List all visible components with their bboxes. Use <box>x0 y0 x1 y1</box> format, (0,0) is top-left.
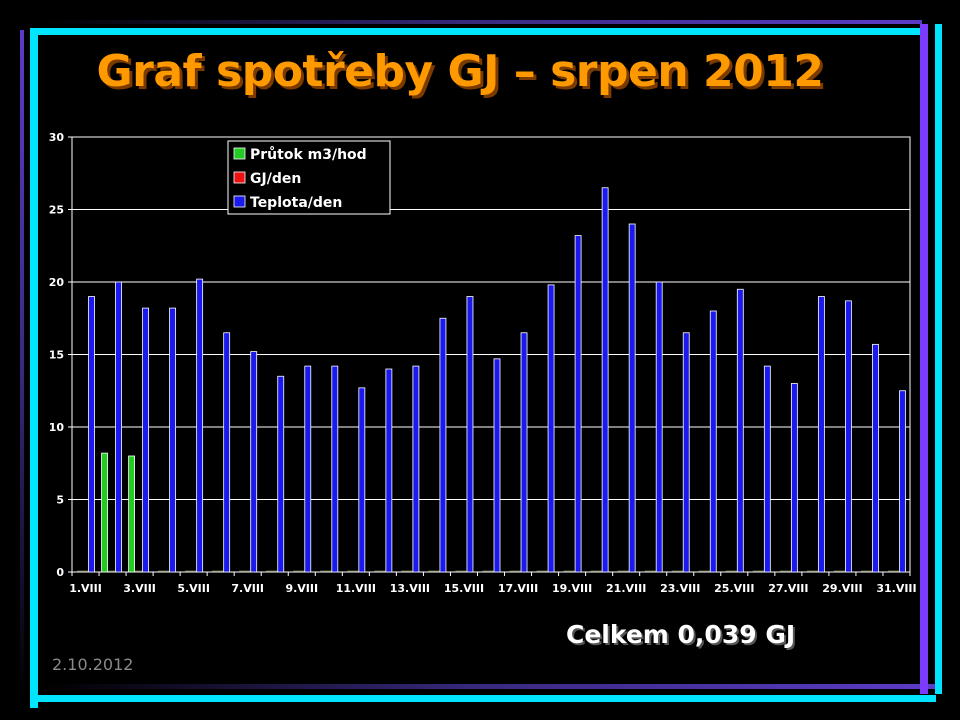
bar <box>899 390 906 573</box>
bar <box>358 387 366 573</box>
bar <box>331 365 339 573</box>
x-tick-label: 27.VIII <box>768 582 808 595</box>
y-tick-label: 20 <box>49 276 65 289</box>
bar <box>817 296 825 573</box>
bar <box>520 332 528 573</box>
bar <box>790 383 798 573</box>
x-tick-label: 23.VIII <box>660 582 700 595</box>
bar <box>223 332 231 573</box>
frame-violet-right <box>920 24 928 694</box>
x-tick-label: 13.VIII <box>390 582 430 595</box>
bar <box>466 296 474 573</box>
bar <box>304 365 312 573</box>
bar <box>872 343 879 573</box>
bar <box>655 281 663 573</box>
slide-date: 2.10.2012 <box>52 655 134 674</box>
bar <box>385 368 393 573</box>
x-tick-label: 3.VIII <box>123 582 156 595</box>
bar <box>763 365 771 573</box>
x-tick-label: 29.VIII <box>822 582 862 595</box>
bar <box>574 235 582 573</box>
bar <box>601 187 609 573</box>
bar <box>142 307 149 573</box>
frame-violet-left <box>20 30 24 700</box>
bar <box>682 332 690 573</box>
x-axis-ticks: 1.VIII 3.VIII 5.VIII 7.VIII 9.VIII 11.VIII 13.… <box>69 572 917 595</box>
frame-cyan-left <box>30 28 38 708</box>
total-consumption: Celkem 0,039 GJ <box>566 620 796 649</box>
legend-label: Průtok m3/hod <box>250 146 367 163</box>
bar <box>736 288 744 573</box>
slide-title: Graf spotřeby GJ – srpen 2012 <box>96 46 824 97</box>
frame-cyan-right <box>935 24 942 694</box>
bar <box>412 365 420 573</box>
x-tick-label: 25.VIII <box>714 582 754 595</box>
legend-swatch <box>233 195 246 208</box>
x-tick-label: 7.VIII <box>231 582 264 595</box>
y-tick-label: 30 <box>49 131 65 144</box>
bar <box>277 375 285 573</box>
bar <box>547 284 555 573</box>
bar <box>101 452 108 573</box>
x-tick-label: 17.VIII <box>498 582 538 595</box>
legend-label: Teplota/den <box>250 195 342 211</box>
x-tick-label: 31.VIII <box>876 582 916 595</box>
bar <box>493 358 501 573</box>
x-tick-label: 21.VIII <box>606 582 646 595</box>
x-tick-label: 15.VIII <box>444 582 484 595</box>
x-tick-label: 5.VIII <box>177 582 210 595</box>
bar <box>845 300 852 573</box>
legend-box <box>227 140 391 215</box>
frame-cyan-top <box>30 28 922 35</box>
bar <box>169 307 177 573</box>
legend-swatch <box>233 171 246 184</box>
y-tick-label: 0 <box>56 566 64 579</box>
x-tick-label: 11.VIII <box>336 582 376 595</box>
bar <box>88 296 95 573</box>
x-tick-label: 9.VIII <box>285 582 318 595</box>
y-tick-label: 15 <box>49 349 64 362</box>
bar <box>196 278 204 573</box>
bars <box>77 187 906 573</box>
y-axis-ticks: 0 5 10 15 20 25 30 <box>49 131 72 579</box>
y-tick-label: 10 <box>49 421 65 434</box>
legend-swatch <box>233 147 246 160</box>
y-tick-label: 25 <box>49 204 64 217</box>
frame-cyan-bottom <box>38 695 936 702</box>
bar <box>439 317 447 573</box>
x-tick-label: 19.VIII <box>552 582 592 595</box>
legend: Průtok m3/hod GJ/den Teplota/den <box>227 140 391 215</box>
bar <box>250 351 258 573</box>
y-tick-label: 5 <box>56 494 64 507</box>
legend-label: GJ/den <box>250 171 301 187</box>
frame-violet-top <box>44 20 922 24</box>
bar <box>628 223 636 573</box>
x-tick-label: 1.VIII <box>69 582 102 595</box>
bar <box>709 310 717 573</box>
bar <box>128 455 135 573</box>
frame-violet-bottom <box>44 684 936 689</box>
bar <box>115 281 122 573</box>
